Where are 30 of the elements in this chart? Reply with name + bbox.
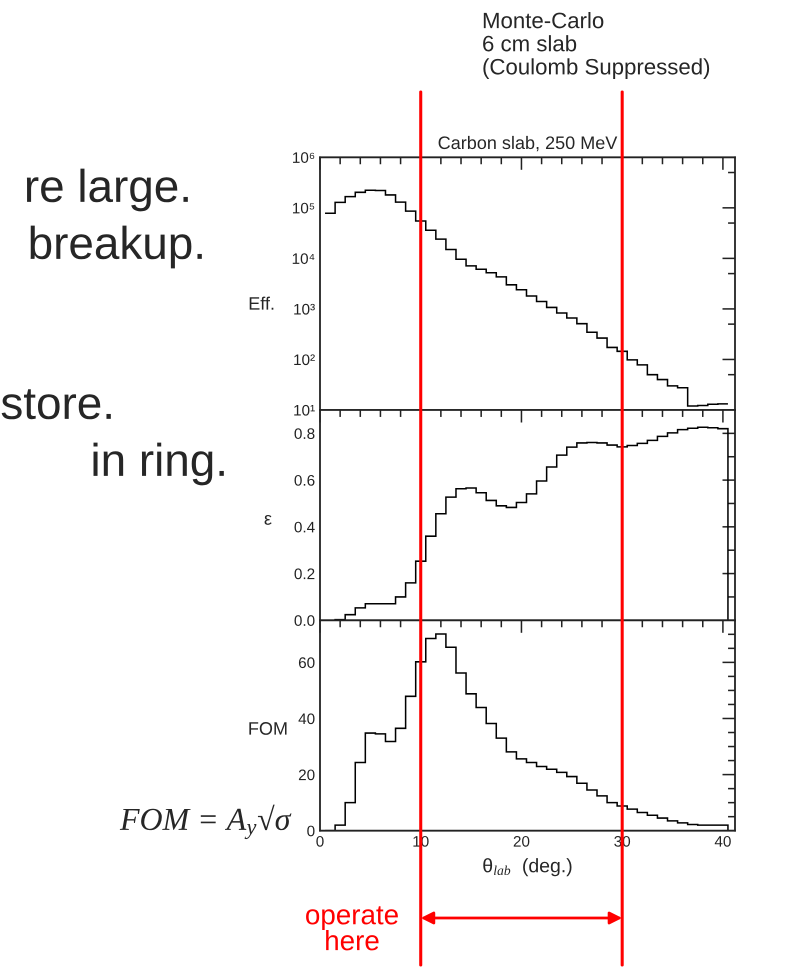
y-tick-label: 10³	[294, 304, 315, 315]
x-axis-title: θ$_{lab}$ (deg.)	[483, 858, 572, 876]
y-tick-label: 0.2	[294, 568, 314, 580]
text: re large.	[26, 168, 188, 212]
y-axis-title: FOM	[249, 722, 287, 735]
text: operate here	[306, 906, 398, 950]
chart-title: Carbon slab, 250 MeV	[438, 136, 618, 152]
y-tick-label: 10²	[294, 354, 315, 366]
y-tick-label: 40	[298, 713, 315, 724]
text: breakup.	[30, 226, 202, 268]
y-tick-label: 0.6	[294, 474, 314, 486]
y-tick-label: 10⁵	[292, 202, 314, 214]
y-tick-label: 10¹	[294, 404, 315, 416]
y-tick-label: 10⁴	[292, 253, 314, 264]
text: FOM = A$_{y}$√σ	[120, 804, 292, 840]
text: Monte-Carlo 6 cm slab (Coulomb Suppressed)	[483, 12, 710, 79]
x-tick-label: 40	[714, 836, 731, 847]
text: store.	[2, 389, 111, 420]
y-axis-title: Eff.	[250, 296, 274, 310]
y-tick-label: 0.4	[294, 522, 315, 533]
text: in ring.	[94, 442, 224, 486]
y-tick-label: 0.8	[294, 428, 314, 440]
y-tick-label: 60	[298, 657, 315, 668]
y-axis-title: ε	[264, 514, 272, 525]
y-tick-label: 0.0	[294, 615, 315, 626]
y-tick-label: 0	[307, 826, 315, 836]
y-tick-label: 20	[298, 769, 315, 780]
x-tick-label: 0	[316, 836, 324, 847]
y-tick-label: 10⁶	[293, 152, 314, 163]
x-tick-label: 20	[514, 836, 530, 847]
